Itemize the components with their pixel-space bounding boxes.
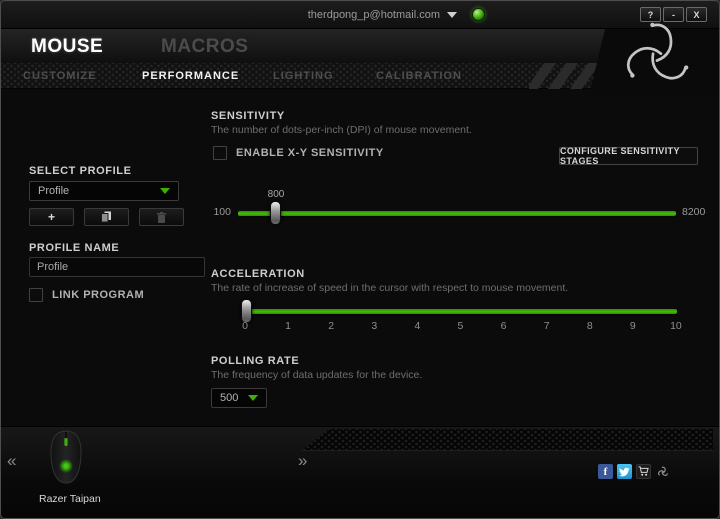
enable-xy-sensitivity-label: ENABLE X-Y SENSITIVITY — [236, 147, 384, 159]
tick-label: 9 — [629, 320, 636, 332]
tick-label: 0 — [242, 320, 248, 332]
tick-label: 5 — [457, 320, 464, 332]
acceleration-title: ACCELERATION — [211, 268, 305, 280]
polling-rate-value: 500 — [220, 392, 239, 404]
select-profile-label: SELECT PROFILE — [29, 165, 132, 177]
profile-name-input[interactable] — [29, 257, 205, 277]
razer-community-icon[interactable] — [655, 464, 670, 479]
window-controls: ? - X — [640, 7, 707, 22]
close-button[interactable]: X — [686, 7, 707, 22]
profile-name-label: PROFILE NAME — [29, 242, 120, 254]
polling-rate-title: POLLING RATE — [211, 355, 300, 367]
add-profile-button[interactable]: + — [29, 208, 74, 226]
store-cart-icon[interactable] — [636, 464, 651, 479]
profile-select-value: Profile — [38, 185, 70, 197]
trash-icon — [157, 211, 166, 223]
tab-calibration[interactable]: CALIBRATION — [376, 70, 462, 82]
sensitivity-description: The number of dots-per-inch (DPI) of mou… — [211, 124, 472, 136]
tab-performance[interactable]: PERFORMANCE — [142, 70, 240, 82]
titlebar: therdpong_p@hotmail.com ? - X — [1, 1, 719, 29]
dropdown-arrow-icon — [248, 395, 258, 401]
tick-label: 4 — [414, 320, 421, 332]
acceleration-description: The rate of increase of speed in the cur… — [211, 282, 569, 294]
sensitivity-slider-handle[interactable] — [270, 201, 281, 225]
sensitivity-max-label: 8200 — [682, 206, 706, 218]
tab-lighting[interactable]: LIGHTING — [273, 70, 334, 82]
profile-select-dropdown[interactable]: Profile — [29, 181, 179, 201]
sensitivity-min-label: 100 — [213, 206, 231, 218]
sensitivity-value-label: 800 — [267, 189, 285, 200]
acceleration-slider-handle[interactable] — [241, 299, 252, 323]
polling-rate-description: The frequency of data updates for the de… — [211, 369, 423, 381]
razer-logo-icon — [626, 22, 689, 80]
account-menu[interactable]: therdpong_p@hotmail.com — [308, 8, 457, 22]
minimize-button[interactable]: - — [663, 7, 684, 22]
tick-label: 2 — [328, 320, 335, 332]
mouse-image — [50, 430, 82, 484]
device-razer-taipan[interactable]: Razer Taipan — [39, 430, 101, 505]
performance-panel: SELECT PROFILE Profile + PROFILE NAME LI… — [1, 89, 719, 426]
tick-label: 6 — [500, 320, 507, 332]
twitter-icon[interactable] — [617, 464, 632, 479]
copy-icon — [101, 211, 111, 223]
enable-xy-sensitivity-checkbox[interactable] — [213, 146, 227, 160]
acceleration-slider-track[interactable] — [241, 299, 677, 323]
tick-label: 1 — [285, 320, 292, 332]
chevron-down-icon — [447, 12, 457, 18]
device-prev-button[interactable]: « — [7, 451, 17, 470]
help-button[interactable]: ? — [640, 7, 661, 22]
tick-label: 10 — [670, 320, 682, 332]
account-email: therdpong_p@hotmail.com — [307, 9, 440, 21]
social-links: f — [598, 464, 670, 479]
delete-profile-button[interactable] — [139, 208, 184, 226]
facebook-icon[interactable]: f — [598, 464, 613, 479]
configure-sensitivity-stages-button[interactable]: CONFIGURE SENSITIVITY STAGES — [559, 146, 698, 166]
link-program-label: LINK PROGRAM — [52, 289, 145, 301]
online-status-icon — [472, 8, 485, 21]
link-program-checkbox[interactable] — [29, 288, 43, 302]
device-next-button[interactable]: » — [298, 451, 308, 470]
tab-customize[interactable]: CUSTOMIZE — [23, 70, 97, 82]
tick-label: 3 — [371, 320, 378, 332]
polling-rate-dropdown[interactable]: 500 — [211, 388, 267, 408]
acceleration-tick-labels: 0 1 2 3 4 5 6 7 8 9 10 — [238, 320, 683, 332]
dropdown-arrow-icon — [160, 188, 170, 194]
device-bar: « » Razer Taipan f — [1, 426, 719, 518]
tab-mouse[interactable]: MOUSE — [31, 36, 104, 57]
sensitivity-title: SENSITIVITY — [211, 110, 285, 122]
sensitivity-slider-track[interactable]: 800 — [238, 189, 676, 225]
copy-profile-button[interactable] — [84, 208, 129, 226]
honeycomb-strip-decoration — [301, 429, 713, 451]
tab-macros[interactable]: MACROS — [161, 36, 249, 57]
device-name-label: Razer Taipan — [39, 493, 101, 505]
tick-label: 7 — [543, 320, 550, 332]
tick-label: 8 — [586, 320, 593, 332]
